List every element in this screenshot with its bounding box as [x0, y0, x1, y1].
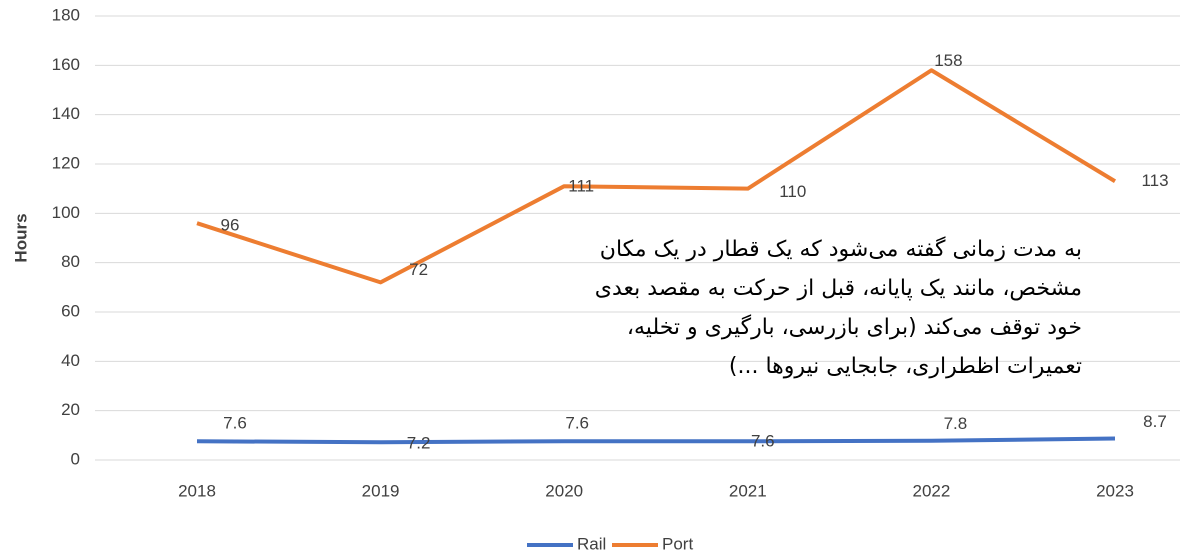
data-label: 7.6: [751, 432, 775, 451]
data-label: 158: [934, 51, 962, 70]
y-tick-label: 40: [61, 351, 80, 370]
annotation-line: به مدت زمانی گفته می‌شود که یک قطار در ی…: [599, 237, 1082, 262]
data-label: 7.2: [407, 434, 431, 453]
annotation-line: خود توقف می‌کند (برای بازرسی، بارگیری و …: [626, 315, 1082, 340]
data-label: 111: [568, 177, 594, 196]
legend-label: Rail: [577, 534, 606, 553]
x-tick-label: 2021: [729, 481, 767, 500]
x-tick-label: 2023: [1096, 481, 1134, 500]
data-label: 7.8: [944, 414, 968, 433]
annotation-line: تعمیرات اظطراری، جابجایی نیروها ...): [728, 354, 1082, 379]
y-tick-label: 140: [52, 104, 80, 123]
y-axis-title: Hours: [11, 213, 30, 262]
data-label: 8.7: [1143, 412, 1167, 431]
series-line: [196, 436, 1116, 445]
y-tick-label: 60: [61, 301, 80, 320]
x-tick-label: 2018: [178, 481, 216, 500]
y-tick-label: 160: [52, 55, 80, 74]
x-tick-label: 2019: [362, 481, 400, 500]
x-tick-label: 2020: [545, 481, 583, 500]
x-tick-label: 2022: [912, 481, 950, 500]
series-line: [196, 68, 1117, 285]
y-tick-label: 100: [52, 203, 80, 222]
y-tick-label: 180: [52, 5, 80, 24]
y-tick-label: 80: [61, 252, 80, 271]
data-label: 72: [409, 260, 428, 279]
data-label: 7.6: [223, 414, 247, 433]
annotation-line: مشخص، مانند یک پایانه، قبل از حرکت به مق…: [594, 276, 1082, 301]
y-tick-label: 0: [71, 449, 80, 468]
data-label: 96: [221, 216, 240, 235]
data-label: 110: [779, 182, 806, 201]
data-label: 7.6: [565, 414, 589, 433]
legend-label: Port: [662, 534, 693, 553]
y-tick-label: 20: [61, 400, 80, 419]
y-tick-label: 120: [52, 153, 80, 172]
annotation: به مدت زمانی گفته می‌شود که یک قطار در ی…: [380, 230, 1082, 386]
data-label: 113: [1141, 171, 1168, 190]
